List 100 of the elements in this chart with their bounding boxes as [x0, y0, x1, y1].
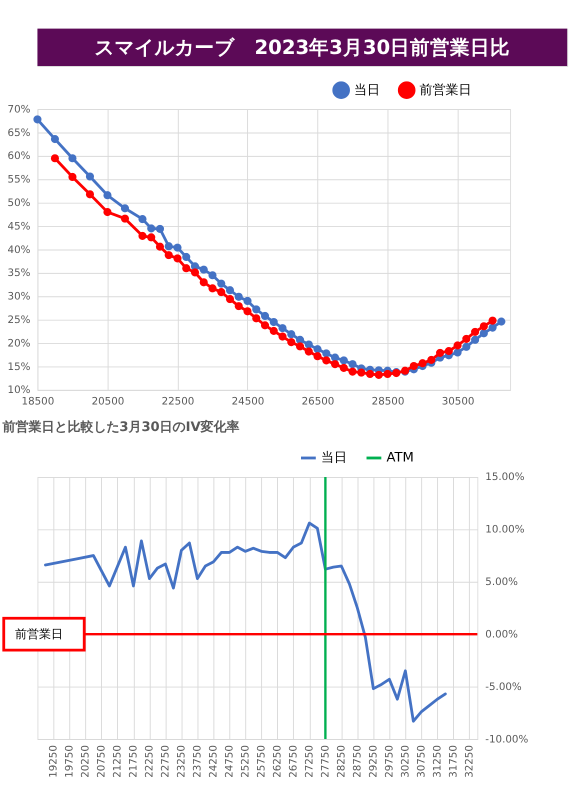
y-tick-label: 60% [8, 150, 31, 162]
point [427, 356, 436, 364]
point [138, 215, 147, 224]
point [322, 356, 330, 364]
point [418, 359, 427, 368]
point [340, 356, 348, 364]
x-tick-label: 22500 [162, 395, 194, 408]
point [226, 286, 234, 294]
point [270, 326, 278, 335]
point [200, 266, 208, 274]
x-tick-label: 24500 [232, 395, 264, 408]
x-tick-label: 19250 [48, 745, 60, 778]
point [366, 370, 374, 378]
point [454, 341, 462, 350]
y-tick-label: 70% [8, 103, 31, 116]
x-tick-label: 26500 [302, 395, 334, 408]
legend-label: 当日 [321, 450, 348, 466]
y-tick-label: 50% [8, 196, 31, 209]
point [138, 232, 147, 240]
y2-tick-label: 10.00% [485, 524, 525, 536]
x-tick-label: 28750 [352, 745, 364, 778]
point [243, 307, 252, 316]
point [260, 321, 270, 330]
point [340, 364, 348, 372]
point [33, 115, 42, 124]
point [480, 329, 488, 338]
x-tick-label: 27750 [320, 745, 332, 778]
x-tick-label: 29250 [368, 745, 380, 778]
x-tick-label: 30750 [416, 745, 428, 778]
legend-label: ATM [386, 450, 414, 466]
point [480, 322, 488, 330]
point [120, 204, 130, 212]
point [173, 254, 182, 262]
point [436, 348, 444, 357]
point [304, 347, 313, 356]
point [497, 318, 506, 326]
y2-tick-label: -5.00% [485, 680, 522, 693]
point [182, 264, 190, 272]
point [173, 244, 182, 252]
point [270, 318, 278, 326]
point [313, 352, 322, 360]
point [252, 305, 260, 314]
x-tick-label: 29750 [384, 745, 396, 778]
point [182, 252, 190, 262]
x-tick-label: 24750 [224, 745, 236, 778]
point [156, 224, 164, 233]
x-tick-label: 31750 [448, 745, 460, 778]
x-tick-label: 28250 [336, 745, 348, 778]
y-tick-label: 10% [8, 384, 31, 396]
x-tick-label: 26250 [272, 745, 284, 778]
x-tick-label: 24250 [208, 745, 220, 778]
point [156, 242, 164, 251]
legend-label: 前営業日 [419, 82, 472, 98]
x-tick-label: 25750 [256, 745, 268, 778]
x-tick-label: 26750 [288, 745, 300, 778]
x-tick-label: 20250 [80, 745, 92, 778]
point [103, 191, 112, 200]
chart-title: 前営業日と比較した3月30日のIV変化率 [1, 419, 240, 436]
point [50, 154, 59, 162]
x-tick-label: 32250 [464, 745, 476, 778]
point [313, 345, 322, 354]
y2-tick-label: -10.00% [485, 733, 528, 746]
y-tick-label: 55% [8, 174, 31, 186]
x-tick-label: 30500 [442, 395, 474, 408]
point [68, 154, 77, 162]
point [384, 370, 392, 378]
legend-label: 当日 [354, 82, 380, 98]
point [488, 324, 497, 332]
point [164, 251, 173, 260]
x-tick-label: 31250 [432, 745, 444, 778]
point [234, 302, 243, 310]
x-tick-label: 27250 [304, 745, 316, 778]
x-tick-label: 28500 [372, 395, 404, 408]
x-tick-label: 23750 [192, 745, 204, 778]
point [103, 208, 112, 216]
point [287, 338, 296, 346]
point [357, 368, 366, 377]
point [252, 314, 260, 322]
x-tick-label: 20750 [96, 745, 108, 778]
point [287, 330, 296, 338]
ref-line-label: 前営業日 [14, 626, 63, 641]
point [348, 360, 357, 368]
point [410, 362, 418, 370]
x-tick-label: 21250 [112, 745, 124, 778]
y-tick-label: 35% [8, 267, 31, 280]
y-tick-label: 45% [8, 220, 31, 232]
point [190, 268, 200, 276]
point [68, 172, 77, 182]
y2-tick-label: 15.00% [485, 471, 525, 484]
point [348, 368, 357, 376]
point [234, 292, 243, 301]
point [208, 284, 217, 292]
point [243, 296, 252, 306]
point [322, 349, 330, 358]
x-tick-label: 23250 [176, 745, 188, 778]
point [278, 324, 287, 332]
point [208, 271, 217, 280]
point [454, 348, 462, 357]
point [462, 342, 470, 351]
point [471, 328, 480, 336]
